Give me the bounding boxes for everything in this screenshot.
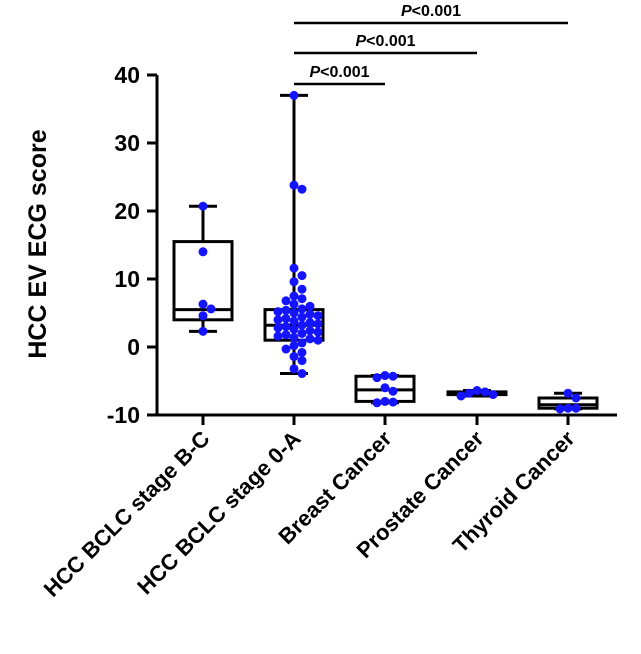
- data-point: [289, 308, 299, 318]
- data-point: [281, 296, 291, 306]
- data-point: [289, 341, 299, 351]
- data-point: [297, 356, 307, 366]
- data-point: [289, 277, 299, 287]
- data-point: [313, 319, 323, 329]
- data-point: [198, 247, 208, 257]
- data-point: [488, 390, 498, 400]
- data-point: [297, 294, 307, 304]
- y-tick-label: 30: [114, 130, 140, 156]
- data-point: [456, 391, 466, 401]
- data-point: [571, 393, 581, 403]
- data-point: [380, 371, 390, 381]
- data-point: [372, 373, 382, 383]
- data-point: [289, 332, 299, 342]
- data-point: [289, 352, 299, 362]
- data-point: [388, 386, 398, 396]
- data-point: [297, 312, 307, 322]
- data-point: [297, 284, 307, 294]
- data-point: [273, 307, 283, 317]
- data-point: [313, 327, 323, 337]
- data-point: [305, 334, 315, 344]
- data-point: [297, 347, 307, 357]
- y-tick-label: 10: [114, 266, 140, 292]
- y-axis-label: HCC EV ECG score: [24, 129, 52, 358]
- data-point: [305, 301, 315, 311]
- data-point: [380, 396, 390, 406]
- data-point: [297, 271, 307, 281]
- data-point: [388, 397, 398, 407]
- data-point: [289, 90, 299, 100]
- data-point: [281, 344, 291, 354]
- data-point: [273, 331, 283, 341]
- data-point: [273, 323, 283, 333]
- data-point: [198, 299, 208, 309]
- data-point: [305, 318, 315, 328]
- data-point: [571, 403, 581, 413]
- data-point: [281, 305, 291, 315]
- data-point: [480, 387, 490, 397]
- data-point: [198, 311, 208, 321]
- data-point: [297, 369, 307, 379]
- data-point: [198, 201, 208, 211]
- data-point: [289, 180, 299, 190]
- data-point: [563, 388, 573, 398]
- data-point: [289, 291, 299, 301]
- data-point: [281, 322, 291, 332]
- data-point: [305, 326, 315, 336]
- data-point: [464, 388, 474, 398]
- data-point: [563, 403, 573, 413]
- y-tick-label: 40: [114, 62, 140, 88]
- data-point: [472, 386, 482, 396]
- data-point: [289, 316, 299, 326]
- data-point: [289, 299, 299, 309]
- data-point: [372, 398, 382, 408]
- data-point: [289, 263, 299, 273]
- data-point: [297, 304, 307, 314]
- data-point: [380, 383, 390, 393]
- data-point: [281, 330, 291, 340]
- data-point: [313, 311, 323, 321]
- data-point: [388, 371, 398, 381]
- data-point: [281, 313, 291, 323]
- data-point: [555, 404, 565, 414]
- significance-label: P<0.001: [401, 3, 461, 20]
- y-tick-label: -10: [107, 402, 140, 428]
- x-category-label: HCC BCLC stage B-C: [39, 426, 215, 602]
- data-point: [289, 364, 299, 374]
- significance-label: P<0.001: [309, 64, 369, 81]
- data-point: [297, 338, 307, 348]
- data-point: [313, 335, 323, 345]
- data-point: [198, 326, 208, 336]
- significance-label: P<0.001: [355, 33, 415, 50]
- data-point: [305, 309, 315, 319]
- x-category-label: HCC BCLC stage 0-A: [132, 426, 305, 599]
- data-point: [297, 320, 307, 330]
- y-tick-label: 20: [114, 198, 140, 224]
- data-point: [206, 304, 216, 314]
- y-tick-label: 0: [127, 334, 140, 360]
- data-point: [289, 324, 299, 334]
- data-point: [297, 328, 307, 338]
- data-point: [297, 184, 307, 194]
- data-point: [273, 315, 283, 325]
